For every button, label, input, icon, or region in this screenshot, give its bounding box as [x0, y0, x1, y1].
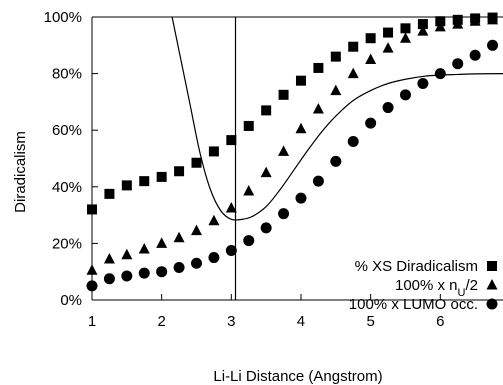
circle-point: [156, 266, 167, 277]
legend-triangle-marker: [487, 279, 498, 290]
circle-point: [348, 136, 359, 147]
circle-point: [400, 89, 411, 100]
circle-point: [487, 40, 498, 51]
fit-curve: [172, 17, 503, 220]
y-tick-label: 0%: [60, 292, 82, 309]
square-point: [122, 180, 132, 190]
square-point: [139, 176, 149, 186]
square-point: [348, 42, 358, 52]
circle-point: [226, 245, 237, 256]
y-tick-label: 40%: [52, 179, 82, 196]
square-point: [313, 63, 323, 73]
legend-circle-marker: [487, 299, 498, 310]
x-tick-label: 4: [297, 313, 305, 330]
x-tick-label: 2: [157, 313, 165, 330]
triangle-point: [348, 68, 359, 79]
legend: % XS Diradicalism100% x nU/2100% x LUMO …: [349, 258, 498, 313]
triangle-point: [104, 253, 115, 264]
circle-point: [435, 68, 446, 79]
triangle-point: [208, 215, 219, 226]
triangle-point: [400, 32, 411, 43]
y-tick-label: 20%: [52, 235, 82, 252]
legend-entry-label: % XS Diradicalism: [355, 258, 478, 275]
data-points: [87, 13, 499, 292]
triangle-point: [87, 264, 98, 275]
square-point: [157, 172, 167, 182]
triangle-point: [295, 123, 306, 134]
triangle-point: [313, 103, 324, 114]
circle-point: [87, 280, 98, 291]
legend-entry-label: 100% x LUMO occ.: [349, 296, 478, 313]
square-point: [383, 28, 393, 38]
circle-point: [104, 273, 115, 284]
circle-point: [417, 78, 428, 89]
circle-point: [330, 156, 341, 167]
triangle-point: [243, 185, 254, 196]
y-axis-label: Diradicalism: [12, 131, 29, 213]
square-point: [174, 166, 184, 176]
fit-curve-line: [172, 17, 503, 220]
square-point: [226, 135, 236, 145]
x-tick-label: 5: [366, 313, 374, 330]
y-axis: 0% 20% 40% 60% 80% 100%: [44, 9, 98, 309]
square-point: [279, 90, 289, 100]
square-point: [296, 76, 306, 86]
circle-point: [208, 252, 219, 263]
circle-point: [295, 193, 306, 204]
square-point: [366, 33, 376, 43]
x-axis-label: Li-Li Distance (Angstrom): [213, 368, 382, 385]
triangle-point: [383, 42, 394, 53]
legend-square-marker: [487, 261, 497, 271]
triangle-point: [121, 249, 132, 260]
circle-point: [278, 208, 289, 219]
x-tick-label: 3: [227, 313, 235, 330]
square-point: [261, 105, 271, 115]
circle-point: [174, 262, 185, 273]
circle-point: [470, 50, 481, 61]
triangle-point: [278, 145, 289, 156]
triangle-point: [156, 237, 167, 248]
circle-point: [139, 268, 150, 279]
triangle-point: [139, 243, 150, 254]
x-tick-label: 6: [436, 313, 444, 330]
triangle-point: [365, 53, 376, 64]
circle-point: [191, 258, 202, 269]
y-tick-label: 60%: [52, 122, 82, 139]
circle-point: [383, 102, 394, 113]
triangle-point: [174, 232, 185, 243]
square-point: [209, 146, 219, 156]
circle-point: [313, 176, 324, 187]
square-point: [400, 23, 410, 33]
circle-point: [121, 270, 132, 281]
circle-point: [243, 235, 254, 246]
y-tick-label: 80%: [52, 66, 82, 83]
square-point: [244, 121, 254, 131]
circle-point: [452, 58, 463, 69]
square-point: [104, 189, 114, 199]
x-tick-label: 1: [88, 313, 96, 330]
triangle-point: [261, 167, 272, 178]
square-point: [191, 158, 201, 168]
y-tick-label: 100%: [44, 9, 82, 26]
triangle-point: [330, 85, 341, 96]
circle-point: [365, 118, 376, 129]
circle-point: [261, 222, 272, 233]
square-point: [87, 204, 97, 214]
triangle-point: [191, 225, 202, 236]
square-point: [331, 52, 341, 62]
